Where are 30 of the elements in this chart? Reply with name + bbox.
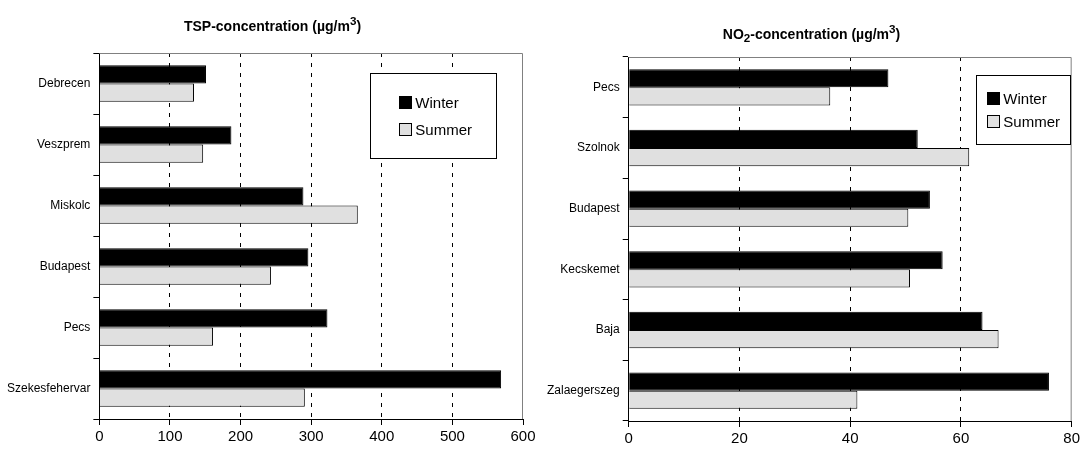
chart-title: NO$_{2}$-concentration (µg/m$^{3}$): [721, 22, 902, 45]
x-tick-label: 400: [369, 427, 395, 445]
x-tick-label: 60: [952, 429, 970, 447]
y-tick-label: Debrecen: [38, 75, 91, 90]
y-tick-label: Veszprem: [37, 136, 91, 151]
legend-label: Winter: [415, 94, 459, 111]
x-tick-label: 100: [157, 427, 183, 445]
y-tick-label: Kecskemet: [560, 261, 621, 276]
chart-title: TSP-concentration (µg/m$^{3}$): [182, 14, 363, 34]
x-tick-label: 300: [298, 427, 324, 445]
y-tick-label: Szolnok: [577, 140, 621, 155]
x-tick-label: 0: [624, 429, 633, 447]
y-tick-label: Szekesfehervar: [7, 380, 91, 395]
x-tick-label: 0: [95, 427, 104, 445]
y-tick-label: Zalaegerszeg: [546, 382, 620, 397]
x-tick-label: 500: [439, 427, 465, 445]
y-tick-label: Pecs: [593, 79, 620, 94]
x-tick-label: 20: [731, 429, 748, 447]
x-tick-label: 600: [510, 427, 536, 445]
x-tick-label: 80: [1063, 429, 1080, 447]
x-tick-label: 40: [841, 429, 859, 447]
y-tick-label: Baja: [595, 322, 621, 337]
y-tick-label: Budapest: [568, 200, 621, 215]
legend-label: Winter: [1003, 90, 1047, 107]
x-tick-label: 200: [228, 427, 254, 445]
legend-label: Summer: [415, 121, 472, 138]
legend-label: Summer: [1003, 113, 1060, 130]
y-tick-label: Miskolc: [50, 197, 91, 212]
y-tick-label: Budapest: [39, 258, 92, 273]
y-tick-label: Pecs: [63, 319, 91, 334]
